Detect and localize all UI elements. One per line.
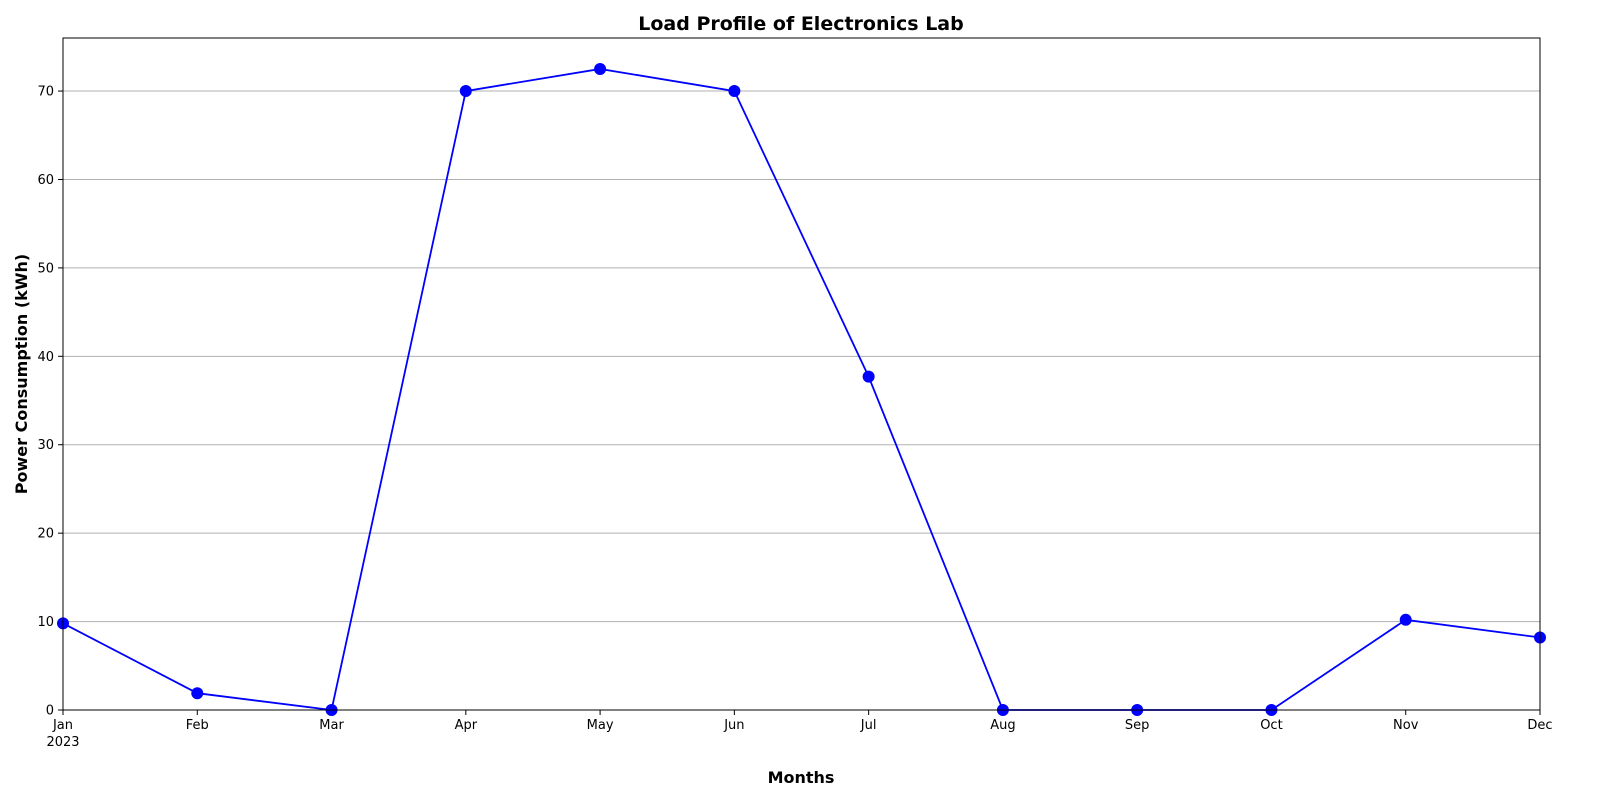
- series-line: [62, 68, 1541, 711]
- x-tick-label: Oct: [1260, 718, 1282, 733]
- x-tick-label: Jun: [723, 718, 744, 733]
- axis-ticks: 0 10 20 30 40 50 60 70 Jan Feb Mar Apr May Jun Jul Aug S…: [37, 85, 1552, 750]
- y-tick-label: 10: [37, 615, 54, 630]
- x-tick-label: Nov: [1393, 718, 1419, 733]
- data-point: [1399, 613, 1412, 626]
- y-tick-label: 20: [37, 527, 54, 542]
- x-tick-label: Jul: [860, 718, 877, 733]
- x-tick-label: Feb: [186, 718, 209, 733]
- x-tick-label: Sep: [1125, 718, 1150, 733]
- x-tick-label: Aug: [990, 718, 1015, 733]
- x-tick-label: Apr: [455, 718, 478, 733]
- y-axis-label: Power Consumption (kWh): [12, 254, 31, 494]
- y-tick-label: 30: [37, 438, 54, 453]
- y-tick-label: 50: [37, 261, 54, 276]
- data-point: [728, 85, 741, 98]
- data-point: [191, 687, 204, 700]
- data-point: [862, 370, 875, 383]
- y-tick-label: 0: [46, 704, 54, 719]
- y-tick-label: 40: [37, 350, 54, 365]
- x-axis-label: Months: [768, 768, 835, 787]
- grid-lines: [63, 90, 1540, 623]
- y-tick-label: 70: [37, 85, 54, 100]
- data-point: [459, 85, 472, 98]
- x-year-label: 2023: [46, 735, 79, 750]
- x-tick-label: Dec: [1527, 718, 1552, 733]
- x-tick-label: Jan: [52, 718, 73, 733]
- series-layer: [57, 62, 1546, 716]
- x-tick-label: Mar: [319, 718, 344, 733]
- chart-title: Load Profile of Electronics Lab: [638, 13, 963, 35]
- plot-area-frame: [62, 37, 1541, 711]
- y-tick-label: 60: [37, 173, 54, 188]
- data-point: [594, 62, 607, 75]
- x-tick-label: May: [587, 718, 614, 733]
